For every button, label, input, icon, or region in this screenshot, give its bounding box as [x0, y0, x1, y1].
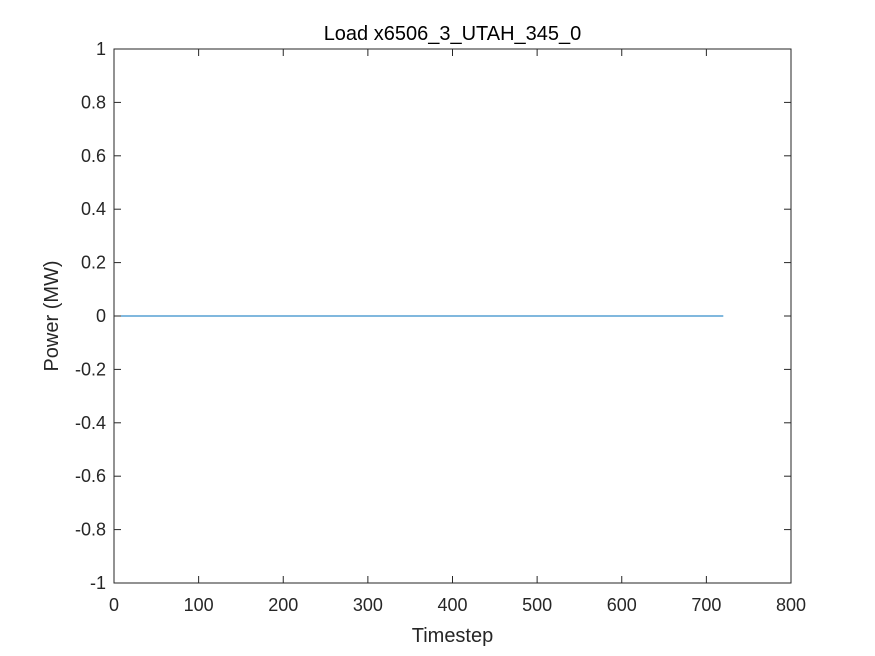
y-axis-label: Power (MW): [41, 260, 63, 371]
y-tick-label: 0: [96, 306, 106, 326]
y-tick-label: 0.6: [81, 146, 106, 166]
x-tick-label: 800: [776, 595, 806, 615]
y-tick-label: -0.4: [75, 413, 106, 433]
x-tick-label: 200: [268, 595, 298, 615]
chart-title: Load x6506_3_UTAH_345_0: [324, 23, 582, 45]
x-tick-label: 400: [437, 595, 467, 615]
y-tick-label: 1: [96, 39, 106, 59]
tick-layer: 0 100 200 300 400 500 600 700 800 -1 -0.8 -0.6 -0.4 -…: [75, 39, 806, 615]
y-tick-label: -1: [90, 573, 106, 593]
y-tick-label: -0.2: [75, 359, 106, 379]
plot-frame: [113, 48, 792, 584]
y-tick-label: -0.8: [75, 520, 106, 540]
x-tick-label: 700: [691, 595, 721, 615]
x-tick-label: 100: [184, 595, 214, 615]
y-tick-label: -0.6: [75, 466, 106, 486]
x-tick-label: 300: [353, 595, 383, 615]
x-tick-label: 0: [109, 595, 119, 615]
y-tick-label: 0.4: [81, 199, 106, 219]
x-axis-label: Timestep: [412, 625, 494, 647]
y-tick-label: 0.8: [81, 92, 106, 112]
x-tick-label: 600: [607, 595, 637, 615]
x-tick-label: 500: [522, 595, 552, 615]
y-tick-label: 0.2: [81, 253, 106, 273]
